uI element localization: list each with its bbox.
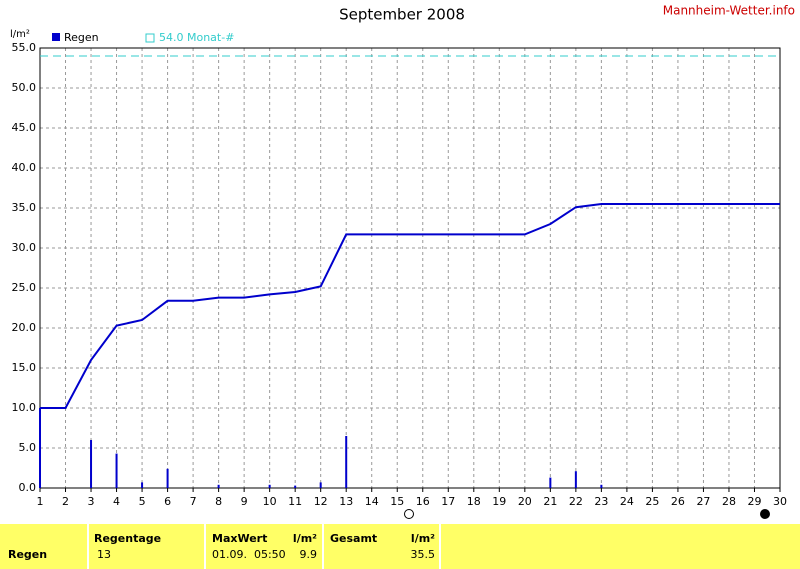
header: l/m² [293,532,317,545]
legend-label: 54.0 Monat-# [159,31,234,44]
x-tick-label: 1 [37,495,44,508]
x-tick-label: 6 [164,495,171,508]
x-tick-label: 9 [241,495,248,508]
cell: 01.09. 05:50 [212,548,286,561]
brand: Mannheim-Wetter.info [663,4,795,18]
row-label: Regen [8,548,47,561]
x-tick-label: 28 [722,495,736,508]
moon-icon [404,509,414,519]
header: Gesamt [330,532,377,545]
legend-swatch [52,33,60,41]
y-tick-label: 10.0 [12,401,37,414]
y-tick-label: 50.0 [12,81,37,94]
bar [39,408,41,488]
x-tick-label: 21 [543,495,557,508]
x-tick-label: 7 [190,495,197,508]
x-tick-label: 10 [263,495,277,508]
bar [268,484,271,488]
x-tick-label: 11 [288,495,302,508]
x-tick-label: 22 [569,495,583,508]
x-tick-label: 3 [88,495,95,508]
bar [141,482,144,488]
x-tick-label: 23 [594,495,608,508]
y-tick-label: 45.0 [12,121,37,134]
y-tick-label: 30.0 [12,241,37,254]
x-tick-label: 30 [773,495,787,508]
bar [166,468,169,488]
bar [90,440,93,488]
y-tick-label: 25.0 [12,281,37,294]
x-tick-label: 25 [645,495,659,508]
x-tick-label: 18 [467,495,481,508]
bar [549,477,552,488]
y-tick-label: 0.0 [19,481,37,494]
y-tick-label: 35.0 [12,201,37,214]
x-tick-label: 24 [620,495,634,508]
x-tick-label: 29 [747,495,761,508]
y-tick-label: 55.0 [12,41,37,54]
line [40,203,780,409]
bar [574,471,577,488]
legend-label: Regen [64,31,99,44]
x-tick-label: 4 [113,495,120,508]
y-tick-label: 40.0 [12,161,37,174]
x-tick-label: 13 [339,495,353,508]
chart-title: September 2008 [339,6,465,24]
x-tick-label: 19 [492,495,506,508]
y-axis-label: l/m² [10,29,30,40]
bar [319,482,322,488]
x-tick-label: 12 [314,495,328,508]
x-tick-label: 20 [518,495,532,508]
header: Regentage [94,532,161,545]
plot-frame [39,47,781,489]
y-tick-label: 5.0 [19,441,37,454]
bar [600,484,603,488]
bar [345,436,348,488]
bar [294,485,297,488]
cell: 13 [97,548,111,561]
x-tick-label: 27 [696,495,710,508]
y-tick-label: 15.0 [12,361,37,374]
x-tick-label: 16 [416,495,430,508]
summary-table [0,524,800,569]
header: MaxWert [212,532,267,545]
moon-icon [760,509,770,519]
y-tick-label: 20.0 [12,321,37,334]
x-tick-label: 14 [365,495,379,508]
header: l/m² [411,532,435,545]
x-tick-label: 17 [441,495,455,508]
x-tick-label: 26 [671,495,685,508]
x-tick-label: 8 [215,495,222,508]
x-tick-label: 2 [62,495,69,508]
cell: 9.9 [300,548,318,561]
x-tick-label: 15 [390,495,404,508]
x-tick-label: 5 [139,495,146,508]
cell: 35.5 [411,548,436,561]
legend-swatch [145,33,155,43]
bar [217,484,220,488]
bar [115,453,118,488]
